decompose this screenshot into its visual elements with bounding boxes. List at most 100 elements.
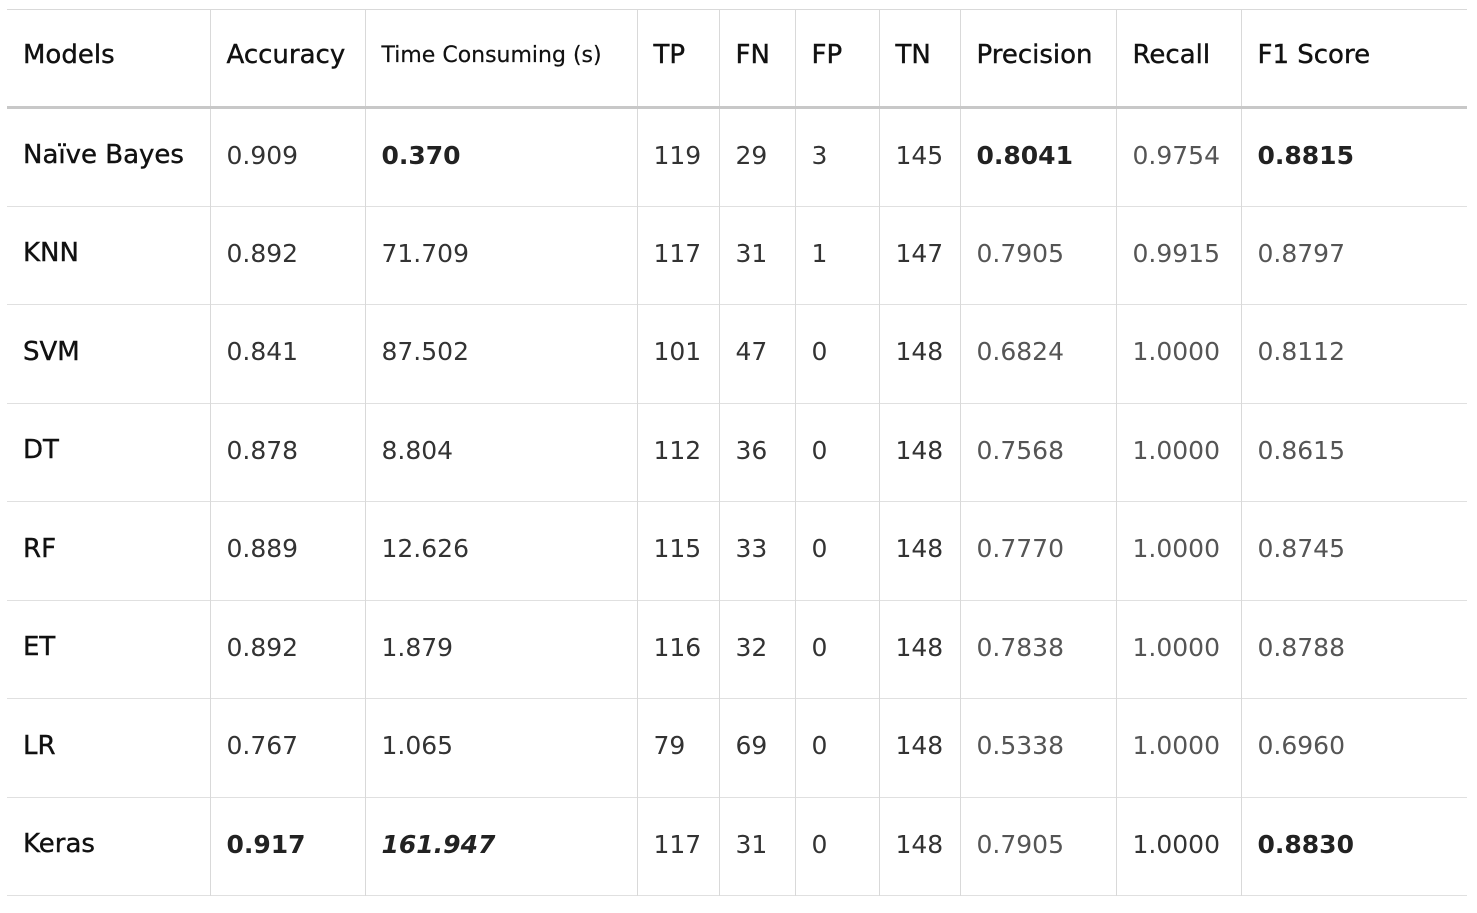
cell-accuracy: 0.892 <box>209 206 366 305</box>
cell-model: DT <box>7 403 211 502</box>
header-accuracy: Accuracy <box>209 9 366 108</box>
cell-f1: 0.8815 <box>1240 107 1467 206</box>
table-row: Keras 0.917 161.947 117 31 0 148 0.7905 … <box>7 797 1467 896</box>
header-fp: FP <box>794 9 880 108</box>
cell-fn: 36 <box>718 403 796 502</box>
cell-time: 161.947 <box>364 797 638 896</box>
cell-accuracy: 0.878 <box>209 403 366 502</box>
cell-recall: 1.0000 <box>1115 698 1242 797</box>
header-precision: Precision <box>959 9 1117 108</box>
cell-model: ET <box>7 600 211 699</box>
cell-recall: 1.0000 <box>1115 797 1242 896</box>
cell-fp: 0 <box>794 600 880 699</box>
cell-model: Naïve Bayes <box>7 107 211 206</box>
cell-accuracy: 0.841 <box>209 304 366 403</box>
cell-precision: 0.8041 <box>959 107 1117 206</box>
cell-accuracy: 0.917 <box>209 797 366 896</box>
header-models: Models <box>7 9 211 108</box>
cell-tp: 112 <box>636 403 720 502</box>
cell-recall: 0.9754 <box>1115 107 1242 206</box>
table-row: LR 0.767 1.065 79 69 0 148 0.5338 1.0000… <box>7 698 1467 797</box>
cell-recall: 1.0000 <box>1115 403 1242 502</box>
cell-model: SVM <box>7 304 211 403</box>
header-time-consuming: Time Consuming (s) <box>364 9 638 108</box>
cell-f1: 0.8797 <box>1240 206 1467 305</box>
table-row: ET 0.892 1.879 116 32 0 148 0.7838 1.000… <box>7 600 1467 699</box>
header-row: Models Accuracy Time Consuming (s) TP FN… <box>7 9 1467 108</box>
cell-recall: 1.0000 <box>1115 501 1242 600</box>
cell-precision: 0.7568 <box>959 403 1117 502</box>
cell-time: 0.370 <box>364 107 638 206</box>
cell-tn: 148 <box>878 501 961 600</box>
cell-time: 87.502 <box>364 304 638 403</box>
model-comparison-table: Models Accuracy Time Consuming (s) TP FN… <box>7 9 1467 896</box>
cell-fn: 31 <box>718 206 796 305</box>
cell-tn: 145 <box>878 107 961 206</box>
cell-f1: 0.8112 <box>1240 304 1467 403</box>
cell-fn: 69 <box>718 698 796 797</box>
cell-fp: 0 <box>794 304 880 403</box>
cell-precision: 0.7905 <box>959 206 1117 305</box>
cell-recall: 1.0000 <box>1115 304 1242 403</box>
cell-fn: 29 <box>718 107 796 206</box>
table-row: SVM 0.841 87.502 101 47 0 148 0.6824 1.0… <box>7 304 1467 403</box>
cell-model: KNN <box>7 206 211 305</box>
cell-tn: 148 <box>878 600 961 699</box>
cell-f1: 0.6960 <box>1240 698 1467 797</box>
results-table-container: Models Accuracy Time Consuming (s) TP FN… <box>7 9 1467 896</box>
cell-tn: 148 <box>878 403 961 502</box>
cell-precision: 0.7838 <box>959 600 1117 699</box>
cell-model: LR <box>7 698 211 797</box>
cell-accuracy: 0.889 <box>209 501 366 600</box>
cell-tn: 148 <box>878 698 961 797</box>
cell-f1: 0.8745 <box>1240 501 1467 600</box>
cell-time: 71.709 <box>364 206 638 305</box>
cell-time: 8.804 <box>364 403 638 502</box>
table-row: RF 0.889 12.626 115 33 0 148 0.7770 1.00… <box>7 501 1467 600</box>
cell-tp: 79 <box>636 698 720 797</box>
cell-fp: 3 <box>794 107 880 206</box>
header-recall: Recall <box>1115 9 1242 108</box>
cell-f1: 0.8788 <box>1240 600 1467 699</box>
table-row: KNN 0.892 71.709 117 31 1 147 0.7905 0.9… <box>7 206 1467 305</box>
cell-tn: 148 <box>878 304 961 403</box>
cell-fn: 32 <box>718 600 796 699</box>
cell-accuracy: 0.767 <box>209 698 366 797</box>
cell-tp: 117 <box>636 206 720 305</box>
cell-fn: 31 <box>718 797 796 896</box>
table-row: Naïve Bayes 0.909 0.370 119 29 3 145 0.8… <box>7 107 1467 206</box>
cell-fp: 0 <box>794 698 880 797</box>
cell-f1: 0.8615 <box>1240 403 1467 502</box>
header-tp: TP <box>636 9 720 108</box>
cell-time: 1.065 <box>364 698 638 797</box>
cell-time: 12.626 <box>364 501 638 600</box>
cell-tp: 116 <box>636 600 720 699</box>
cell-tp: 119 <box>636 107 720 206</box>
cell-tn: 147 <box>878 206 961 305</box>
header-fn: FN <box>718 9 796 108</box>
cell-tp: 117 <box>636 797 720 896</box>
cell-time: 1.879 <box>364 600 638 699</box>
header-tn: TN <box>878 9 961 108</box>
cell-precision: 0.5338 <box>959 698 1117 797</box>
cell-fp: 0 <box>794 403 880 502</box>
cell-fn: 33 <box>718 501 796 600</box>
cell-fn: 47 <box>718 304 796 403</box>
cell-precision: 0.7905 <box>959 797 1117 896</box>
cell-recall: 1.0000 <box>1115 600 1242 699</box>
cell-model: RF <box>7 501 211 600</box>
header-f1-score: F1 Score <box>1240 9 1467 108</box>
cell-fp: 0 <box>794 797 880 896</box>
cell-fp: 1 <box>794 206 880 305</box>
cell-accuracy: 0.892 <box>209 600 366 699</box>
cell-precision: 0.7770 <box>959 501 1117 600</box>
table-row: DT 0.878 8.804 112 36 0 148 0.7568 1.000… <box>7 403 1467 502</box>
cell-precision: 0.6824 <box>959 304 1117 403</box>
cell-model: Keras <box>7 797 211 896</box>
cell-f1: 0.8830 <box>1240 797 1467 896</box>
cell-tn: 148 <box>878 797 961 896</box>
cell-fp: 0 <box>794 501 880 600</box>
cell-tp: 101 <box>636 304 720 403</box>
cell-tp: 115 <box>636 501 720 600</box>
cell-accuracy: 0.909 <box>209 107 366 206</box>
